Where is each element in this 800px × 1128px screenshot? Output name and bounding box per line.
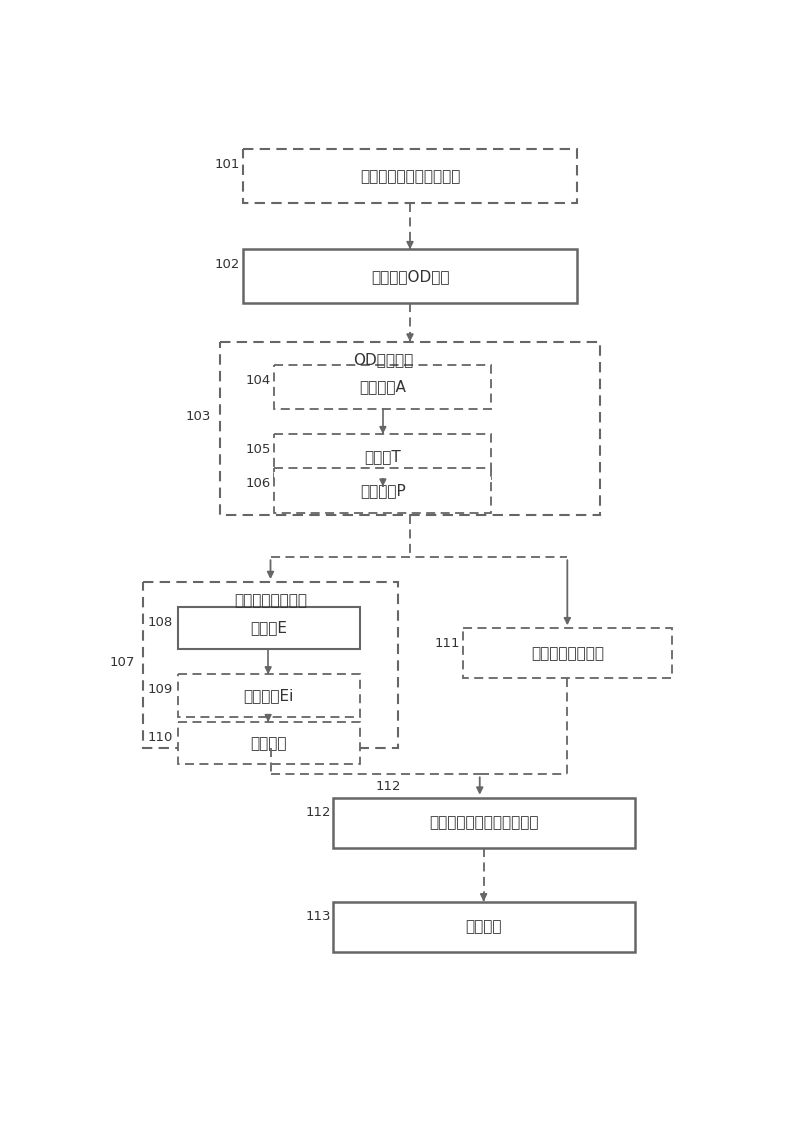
Bar bbox=[142, 582, 398, 748]
Text: 103: 103 bbox=[186, 409, 210, 423]
Text: 失效分支Ei: 失效分支Ei bbox=[243, 688, 294, 703]
Text: 110: 110 bbox=[148, 731, 174, 744]
Text: 109: 109 bbox=[148, 684, 174, 696]
Text: 搜路树T: 搜路树T bbox=[365, 449, 402, 464]
Text: 确定决策对象和疏限年限: 确定决策对象和疏限年限 bbox=[360, 169, 460, 184]
Text: 养护策略效应模型: 养护策略效应模型 bbox=[234, 592, 307, 608]
Bar bbox=[333, 901, 634, 952]
Text: 105: 105 bbox=[246, 443, 271, 456]
Bar bbox=[243, 249, 577, 303]
Text: 最小路集P: 最小路集P bbox=[360, 483, 406, 497]
Text: 107: 107 bbox=[110, 656, 134, 669]
Text: 养护实践: 养护实践 bbox=[466, 919, 502, 934]
Bar bbox=[274, 364, 491, 409]
Text: 改进的非支配排序遗传算法: 改进的非支配排序遗传算法 bbox=[429, 816, 538, 830]
Text: 101: 101 bbox=[214, 158, 240, 171]
Bar bbox=[274, 434, 491, 478]
Text: 102: 102 bbox=[214, 258, 240, 271]
Text: 112: 112 bbox=[375, 779, 401, 793]
Bar bbox=[274, 468, 491, 512]
Text: 邻接矩阵A: 邻接矩阵A bbox=[359, 380, 406, 395]
Text: 108: 108 bbox=[148, 616, 174, 628]
Bar bbox=[178, 675, 360, 716]
Text: 桥梁网络OD模型: 桥梁网络OD模型 bbox=[370, 268, 450, 284]
Text: 养护策略成本模型: 养护策略成本模型 bbox=[531, 645, 604, 661]
Bar bbox=[178, 607, 360, 649]
Text: 112: 112 bbox=[306, 807, 331, 819]
Text: OD模型识别: OD模型识别 bbox=[353, 353, 413, 368]
Bar bbox=[243, 149, 577, 203]
Bar bbox=[220, 342, 600, 515]
Text: 事件模E: 事件模E bbox=[250, 620, 287, 635]
Text: 113: 113 bbox=[306, 910, 331, 924]
Text: 效应模型: 效应模型 bbox=[250, 735, 287, 751]
Text: 104: 104 bbox=[246, 373, 271, 387]
Text: 106: 106 bbox=[246, 477, 271, 490]
Bar bbox=[462, 628, 672, 678]
Text: 111: 111 bbox=[435, 637, 460, 650]
Bar bbox=[333, 797, 634, 847]
Bar bbox=[178, 722, 360, 765]
